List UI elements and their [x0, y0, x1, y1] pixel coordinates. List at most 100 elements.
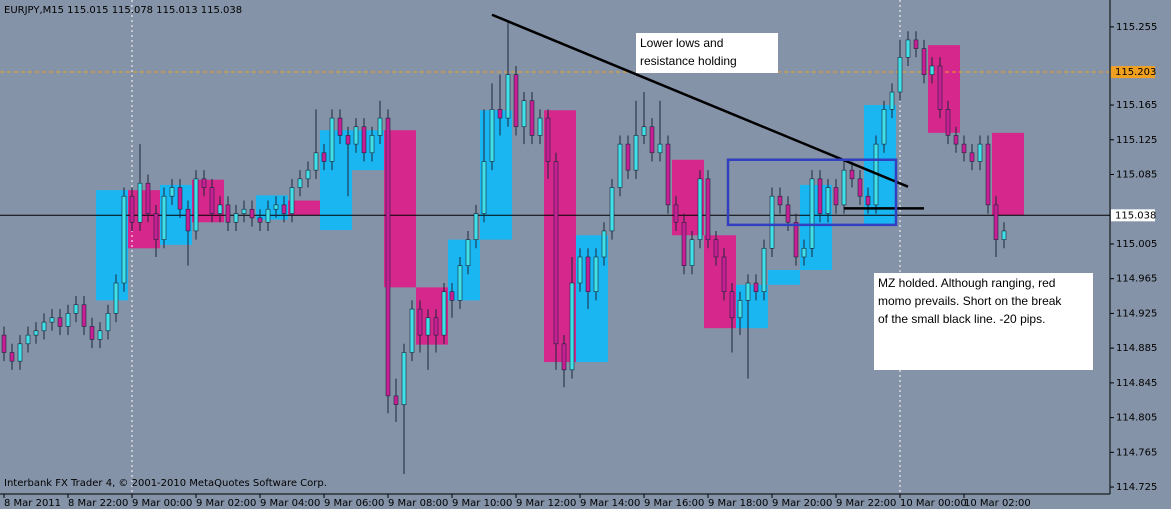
- zone: [320, 130, 352, 231]
- price-badge: [1111, 209, 1155, 222]
- candle-body: [801, 248, 807, 258]
- candle-body: [145, 182, 151, 214]
- range-box: [726, 158, 898, 227]
- candle-body: [393, 395, 399, 405]
- price-badge-label: 115.203: [1115, 67, 1156, 78]
- candle-body: [105, 313, 111, 332]
- candle-body: [985, 143, 991, 206]
- candle-body: [361, 126, 367, 154]
- candle-body: [57, 317, 63, 327]
- candle-body: [497, 109, 503, 119]
- candle-body: [929, 65, 935, 75]
- y-tick-label: 114.725: [1116, 482, 1157, 493]
- candle-body: [409, 308, 415, 353]
- chart-title: EURJPY,M15 115.015 115.078 115.013 115.0…: [4, 5, 242, 16]
- candle-body: [433, 317, 439, 336]
- candle-body: [217, 204, 223, 214]
- x-tick-label: 9 Mar 00:00: [132, 498, 192, 509]
- candle-body: [761, 248, 767, 293]
- candle-body: [713, 239, 719, 258]
- candle-body: [553, 161, 559, 345]
- candle-body: [265, 208, 271, 223]
- candle-body: [313, 152, 319, 171]
- candle-body: [225, 204, 231, 223]
- candle-body: [825, 187, 831, 214]
- candle-body: [993, 204, 999, 240]
- candle-body: [569, 282, 575, 371]
- candle-body: [129, 195, 135, 223]
- candle-body: [609, 187, 615, 232]
- candle-body: [561, 343, 567, 371]
- candle-body: [441, 291, 447, 336]
- candle-body: [697, 178, 703, 240]
- candle-body: [329, 117, 335, 162]
- candle-body: [513, 74, 519, 128]
- candle-body: [753, 282, 759, 293]
- annotation-text: momo prevails. Short on the break: [878, 294, 1062, 308]
- annotation-text: MZ holded. Although ranging, red: [878, 276, 1055, 290]
- candle-body: [465, 239, 471, 266]
- candle-body: [289, 187, 295, 214]
- y-tick-label: 114.765: [1116, 447, 1157, 458]
- candle-body: [401, 352, 407, 405]
- candle-body: [881, 109, 887, 145]
- candle-body: [593, 256, 599, 293]
- candle-body: [169, 187, 175, 197]
- price-badge: [1111, 66, 1155, 79]
- candle-body: [273, 204, 279, 210]
- candle-body: [633, 135, 639, 171]
- candle-body: [617, 143, 623, 188]
- annotation: Lower lows and resistance holding: [636, 33, 778, 73]
- candle-body: [945, 109, 951, 136]
- candle-body: [25, 334, 31, 345]
- y-tick-label: 115.085: [1116, 170, 1157, 181]
- candle-body: [281, 204, 287, 214]
- candle-body: [889, 91, 895, 110]
- x-tick-label: 9 Mar 18:00: [708, 498, 768, 509]
- candle-body: [545, 117, 551, 162]
- candle-body: [737, 300, 743, 319]
- candle-body: [913, 39, 919, 49]
- candle-body: [793, 221, 799, 258]
- candle-body: [953, 135, 959, 145]
- annotation-box: [636, 33, 778, 73]
- candle-body: [249, 208, 255, 219]
- x-tick-label: 9 Mar 04:00: [260, 498, 320, 509]
- candle-body: [729, 291, 735, 319]
- candle-body: [113, 282, 119, 314]
- x-tick-label: 8 Mar 22:00: [68, 498, 128, 509]
- annotation-text: resistance holding: [640, 54, 737, 68]
- x-tick-label: 9 Mar 12:00: [516, 498, 576, 509]
- candle-body: [521, 100, 527, 128]
- candle-body: [97, 330, 103, 340]
- zone: [288, 200, 320, 216]
- candle-body: [529, 100, 535, 136]
- candle-body: [537, 117, 543, 136]
- candle-body: [657, 143, 663, 154]
- candle-body: [601, 230, 607, 258]
- footer: Interbank FX Trader 4, © 2001-2010 MetaQ…: [4, 478, 327, 489]
- candle-body: [577, 256, 583, 284]
- zone: [992, 132, 1024, 216]
- candle-body: [377, 117, 383, 136]
- candle-body: [937, 65, 943, 110]
- candle-body: [121, 195, 127, 284]
- y-tick-label: 115.165: [1116, 100, 1157, 111]
- y-tick-label: 114.925: [1116, 308, 1157, 319]
- price-badge-label: 115.038: [1115, 210, 1156, 221]
- candle-body: [673, 204, 679, 223]
- candle-body: [321, 152, 327, 162]
- candle-body: [809, 178, 815, 249]
- candle-body: [969, 152, 975, 162]
- candle-body: [897, 57, 903, 93]
- candle-body: [665, 143, 671, 206]
- y-tick-label: 114.805: [1116, 413, 1157, 424]
- candle-body: [625, 143, 631, 171]
- candle-body: [1, 334, 7, 353]
- candle-body: [473, 213, 479, 240]
- candle-body: [369, 135, 375, 154]
- annotation-text: of the small black line. -20 pips.: [878, 312, 1045, 326]
- candle-body: [841, 169, 847, 206]
- candle-body: [33, 330, 39, 336]
